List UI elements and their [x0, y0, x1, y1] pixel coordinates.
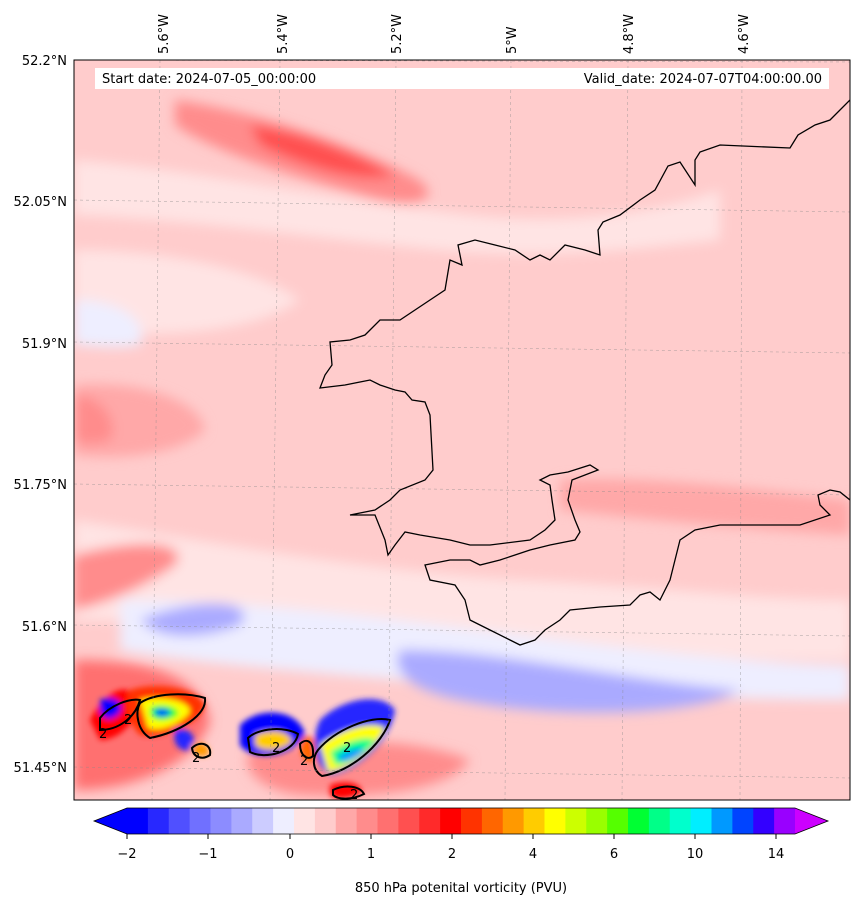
valid-date: Valid_date: 2024-07-07T04:00:00.00 [584, 72, 822, 87]
colorbar-cell [314, 808, 337, 834]
colorbar-cell [398, 808, 420, 834]
map-frame [73, 59, 851, 801]
svg-text:2: 2 [192, 751, 200, 766]
lon-tick-label: 4.8°W [622, 14, 637, 54]
colorbar-cell [711, 808, 733, 834]
lon-tick-label: 5.2°W [390, 14, 405, 54]
colorbar-cell [356, 808, 379, 834]
svg-text:2: 2 [350, 788, 358, 803]
colorbar-cell [648, 808, 671, 834]
lon-tick-label: 5°W [505, 26, 520, 54]
colorbar-cell [669, 808, 692, 834]
colorbar-cell [294, 808, 316, 834]
colorbar-extend-min [94, 808, 127, 834]
svg-text:2: 2 [300, 754, 308, 769]
lat-tick-label: 51.9°N [22, 337, 67, 352]
lat-tick-label: 52.05°N [14, 195, 67, 210]
colorbar-cell [231, 808, 253, 834]
colorbar-label: 850 hPa potenital vorticity (PVU) [355, 881, 567, 896]
colorbar-cell [774, 808, 796, 834]
colorbar-cell [127, 808, 149, 834]
colorbar-cell [690, 808, 713, 834]
colorbar-cell [189, 808, 212, 834]
colorbar-tick-label: 1 [367, 847, 375, 862]
lat-tick-label: 51.45°N [14, 761, 67, 776]
colorbar-cell [523, 808, 546, 834]
coastline [319, 99, 850, 646]
lat-tick-label: 51.6°N [22, 620, 67, 635]
colorbar-ticks [126, 834, 777, 839]
colorbar-cell [732, 808, 754, 834]
colorbar-cell [273, 808, 295, 834]
colorbar-extend-max [795, 808, 828, 834]
colorbar-cell [440, 808, 462, 834]
colorbar-tick-label: 4 [529, 847, 537, 862]
colorbar-tick-label: 2 [448, 847, 456, 862]
colorbar-cell [753, 808, 775, 834]
colorbar-cell [461, 808, 483, 834]
pv-field: 2 2 2 2 2 2 2 [74, 60, 850, 803]
longitude-tick-labels: 5.6°W 5.4°W 5.2°W 5°W 4.8°W 4.6°W [157, 14, 752, 54]
colorbar-cell [377, 808, 399, 834]
latitude-tick-labels: 52.2°N 52.05°N 51.9°N 51.75°N 51.6°N 51.… [14, 54, 67, 776]
colorbar-tick-label: 14 [768, 847, 785, 862]
colorbar-cell [607, 808, 629, 834]
contour-labels: 2 2 2 2 2 2 2 [99, 713, 358, 803]
svg-text:2: 2 [124, 713, 132, 728]
date-header: Start date: 2024-07-05_00:00:00 Valid_da… [95, 68, 829, 89]
colorbar-tick-labels: −2 −1 0 1 2 4 6 10 14 [117, 847, 784, 862]
lon-tick-label: 4.6°W [737, 14, 752, 54]
lat-tick-label: 51.75°N [14, 478, 67, 493]
svg-text:2: 2 [272, 741, 280, 756]
colorbar-tick-label: 0 [286, 847, 294, 862]
svg-text:2: 2 [99, 727, 107, 742]
colorbar-cell [168, 808, 191, 834]
start-date: Start date: 2024-07-05_00:00:00 [102, 72, 316, 87]
colorbar-cells [127, 808, 796, 834]
colorbar-tick-label: −1 [198, 847, 217, 862]
colorbar-cell [502, 808, 525, 834]
colorbar-tick-label: −2 [117, 847, 136, 862]
colorbar-cell [419, 808, 441, 834]
colorbar-cell [565, 808, 587, 834]
colorbar-tick-label: 6 [610, 847, 618, 862]
colorbar-cell [628, 808, 650, 834]
lon-tick-label: 5.6°W [157, 14, 172, 54]
colorbar-cell [147, 808, 170, 834]
colorbar-cell [210, 808, 232, 834]
colorbar-tick-label: 10 [687, 847, 704, 862]
colorbar-cell [335, 808, 358, 834]
colorbar-cell [252, 808, 274, 834]
svg-text:2: 2 [343, 741, 351, 756]
colorbar-cell [481, 808, 504, 834]
colorbar-cell [544, 808, 566, 834]
lon-tick-label: 5.4°W [276, 14, 291, 54]
pv-contours [99, 693, 392, 800]
lat-tick-label: 52.2°N [22, 54, 67, 69]
colorbar-cell [586, 808, 608, 834]
colorbar: −2 −1 0 1 2 4 6 10 14 850 hPa potenital … [92, 807, 830, 896]
